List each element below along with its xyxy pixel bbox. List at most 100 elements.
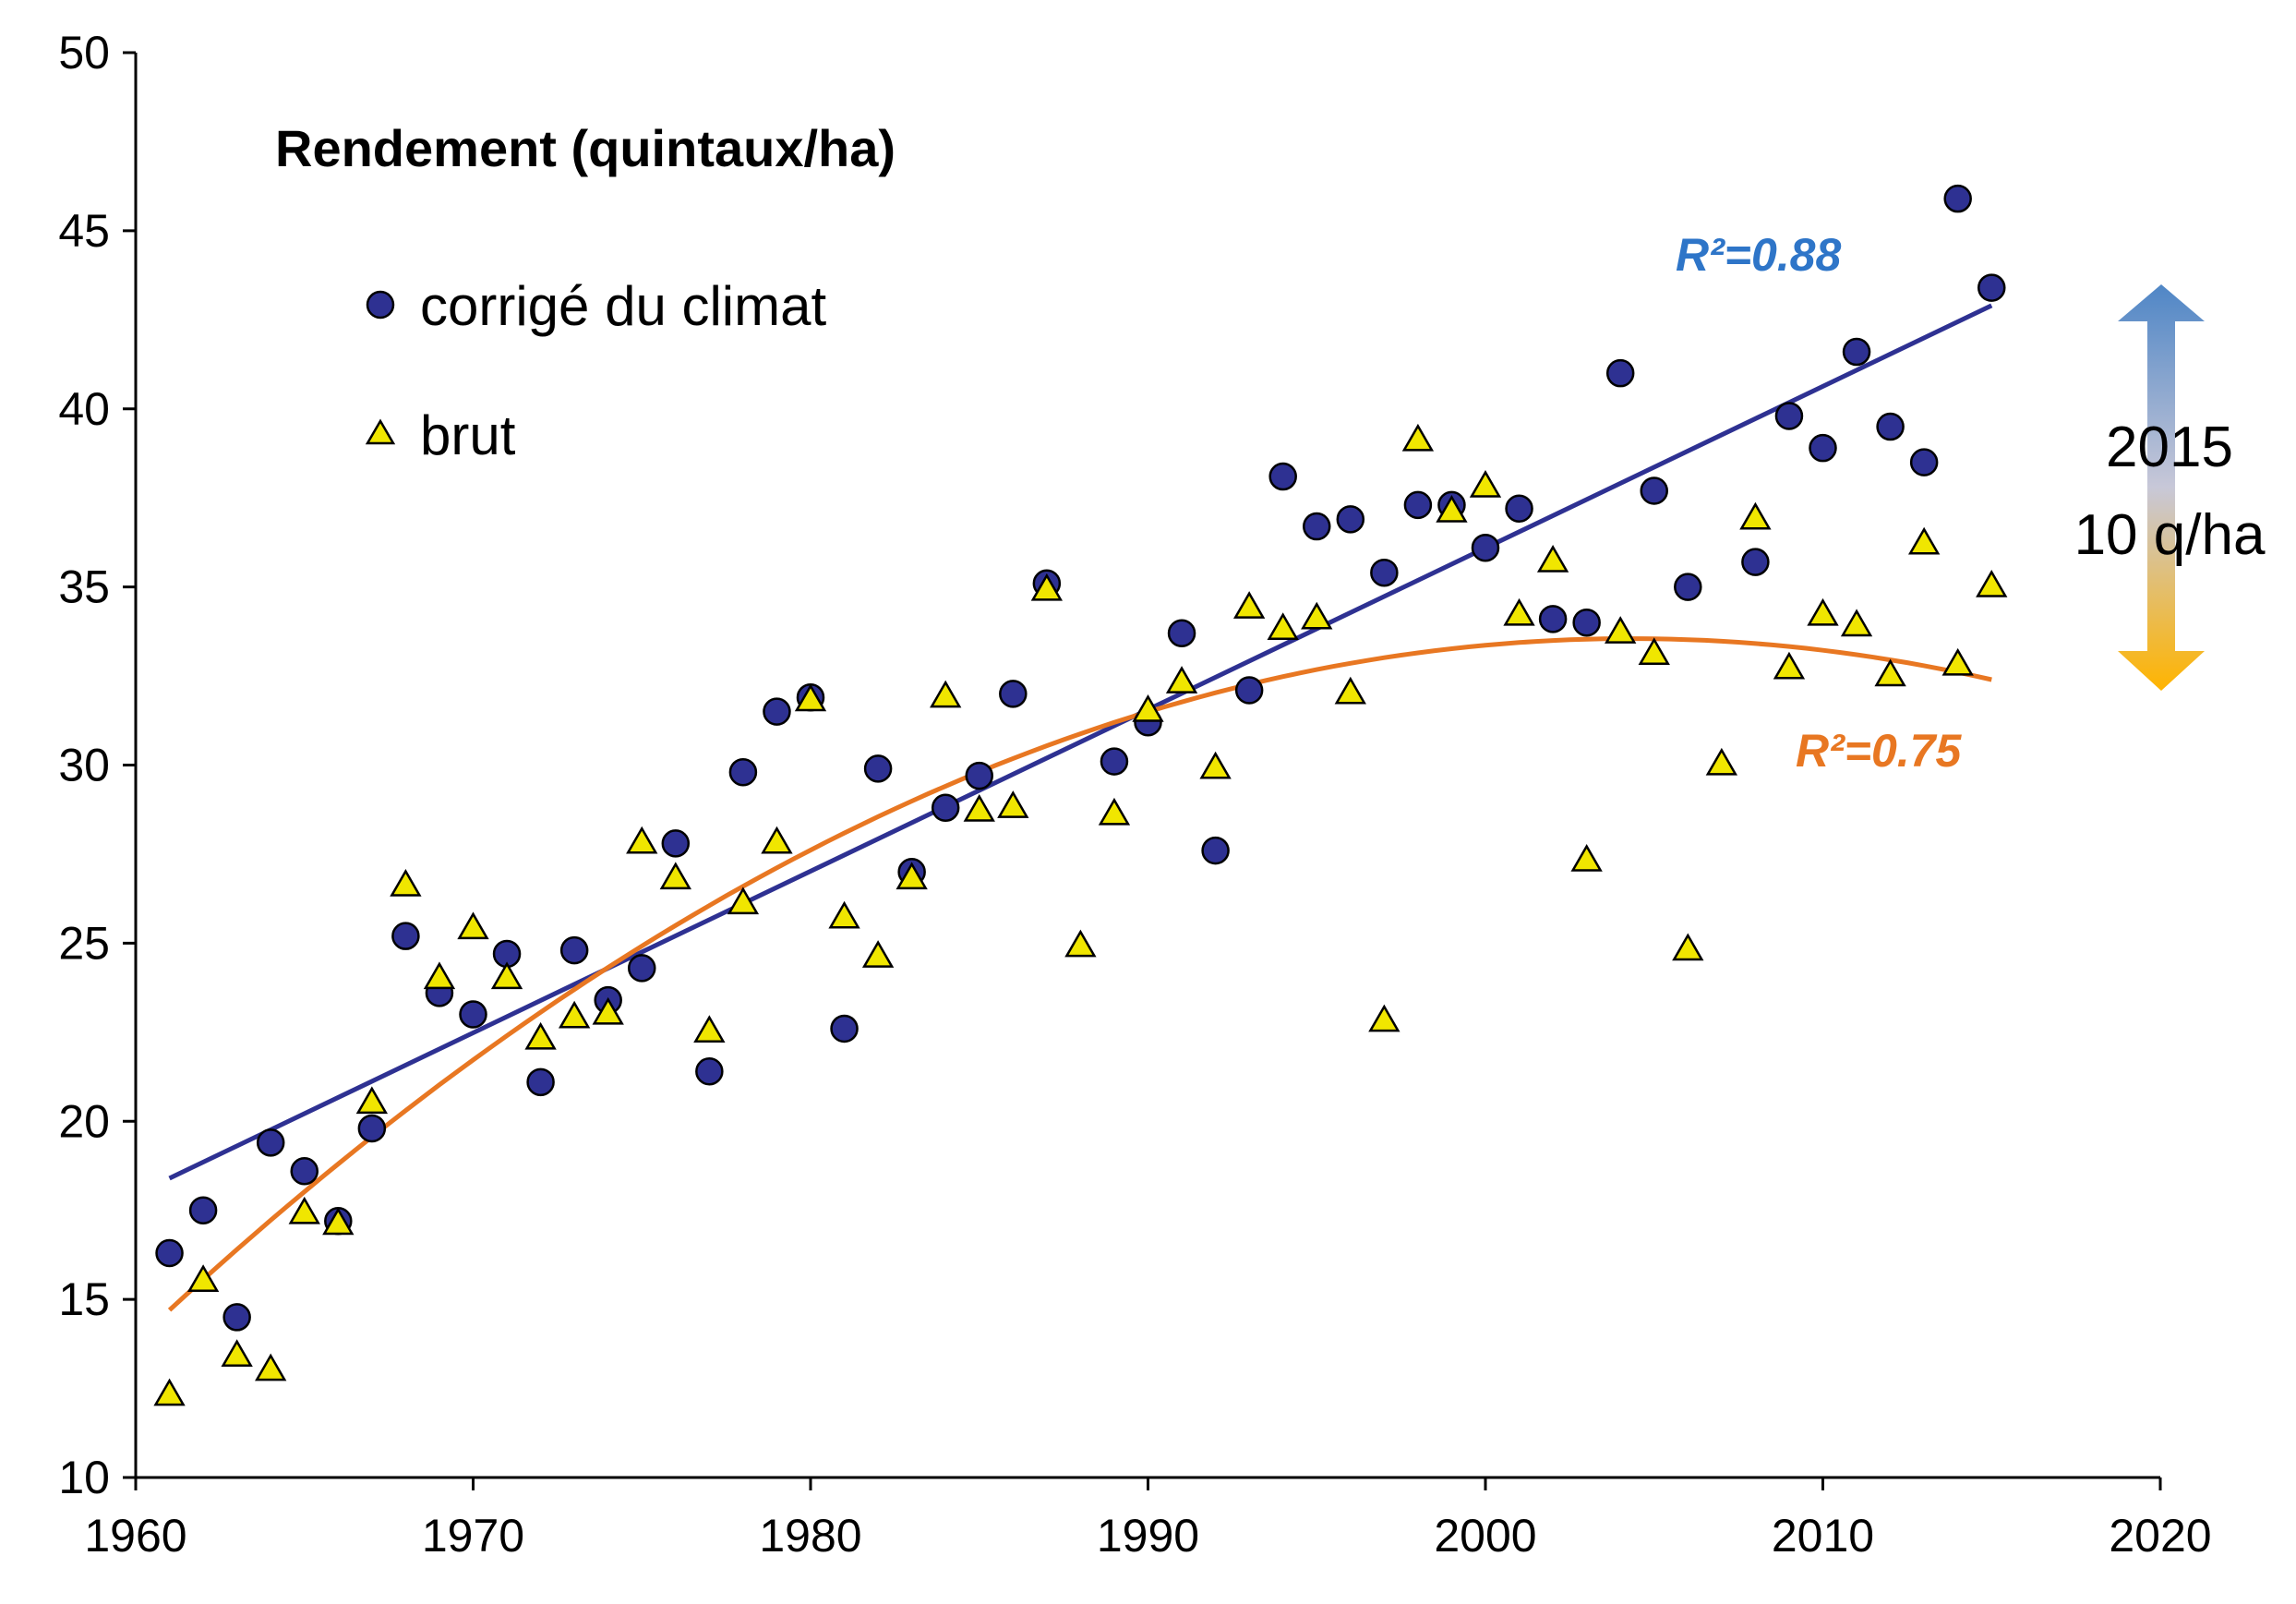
y-tick-label: 25 (58, 917, 110, 969)
corrected-yield-point (1605, 358, 1635, 388)
raw-yield-point (355, 1086, 389, 1115)
raw-yield-point (255, 1353, 287, 1381)
corrected-yield-point (661, 829, 691, 858)
corrected-yield-point (459, 1000, 487, 1029)
raw-yield-point (794, 683, 827, 712)
raw-yield-point (1165, 666, 1198, 693)
raw-yield-point (457, 911, 489, 940)
corrected-yield-point (1909, 448, 1939, 476)
x-tick-label: 1980 (759, 1510, 861, 1562)
corrected-yield-point (1977, 273, 2006, 302)
raw-yield-point (558, 1000, 591, 1029)
corrected-yield-point (1268, 462, 1297, 491)
corrected-yield-point (965, 761, 993, 790)
r2-label-quadratic: R²=0.75 (1796, 725, 1962, 777)
raw-yield-point (592, 996, 624, 1025)
raw-yield-point (1638, 637, 1670, 666)
raw-yield-point (186, 1264, 220, 1292)
x-tick-label: 1990 (1097, 1510, 1199, 1562)
legend-circle-marker (366, 290, 395, 320)
corrected-yield-point (1538, 605, 1568, 633)
series-raw-points (153, 423, 2008, 1406)
quadratic-trendline (167, 636, 1992, 1312)
legend-label-raw: brut (420, 404, 516, 466)
legend-label-corrected: corrigé du climat (420, 275, 826, 337)
raw-yield-point (930, 680, 962, 708)
raw-yield-point (1976, 570, 2008, 597)
raw-yield-point (322, 1207, 355, 1236)
y-tick-label: 45 (58, 205, 110, 257)
legend: corrigé du climat brut (365, 275, 826, 466)
raw-yield-point (1840, 609, 1873, 637)
raw-yield-point (1199, 751, 1232, 779)
corrected-yield-point (1403, 490, 1433, 520)
x-tick-label: 2010 (1772, 1510, 1874, 1562)
raw-yield-point (1098, 797, 1131, 826)
raw-yield-point (1232, 591, 1266, 619)
raw-yield-point (626, 826, 658, 854)
corrected-yield-point (1774, 402, 1804, 430)
corrected-yield-point (1809, 433, 1837, 463)
raw-yield-point (221, 1339, 253, 1367)
corrected-yield-point (256, 1128, 285, 1157)
raw-yield-point (861, 940, 895, 968)
y-tick-label: 30 (58, 740, 110, 791)
raw-yield-point (997, 790, 1029, 818)
raw-yield-point (524, 1021, 557, 1050)
y-tick-label: 50 (58, 27, 110, 78)
corrected-yield-point (830, 1014, 859, 1043)
raw-yield-point (761, 826, 793, 854)
corrected-yield-point (559, 935, 589, 965)
raw-yield-point (1536, 545, 1569, 573)
corrected-yield-point (1167, 619, 1196, 648)
y-tick-label: 35 (58, 561, 110, 613)
corrected-yield-point (728, 757, 758, 787)
linear-trendline (168, 303, 1993, 1181)
corrected-yield-point (1471, 533, 1500, 562)
raw-yield-point (1807, 597, 1839, 626)
raw-yield-point (153, 1378, 186, 1406)
corrected-yield-point (1640, 476, 1668, 505)
corrected-yield-point (999, 680, 1028, 708)
yield-gap-arrow: 2015 10 q/ha (2074, 284, 2266, 691)
corrected-yield-point (931, 793, 960, 823)
raw-yield-point (1907, 526, 1941, 555)
raw-yield-point (1705, 747, 1738, 776)
corrected-yield-point (863, 754, 893, 783)
corrected-yield-point (1842, 337, 1871, 367)
corrected-yield-point (1370, 558, 1399, 587)
chart-title: Rendement (quintaux/ha) (275, 119, 896, 177)
corrected-yield-point (155, 1238, 184, 1268)
raw-yield-point (490, 961, 523, 990)
double-arrow-icon (2118, 284, 2205, 691)
raw-yield-point (423, 961, 456, 990)
raw-yield-point (896, 862, 928, 890)
raw-yield-point (1672, 933, 1704, 961)
raw-yield-point (1368, 1004, 1400, 1032)
corrected-yield-point (290, 1157, 319, 1186)
corrected-yield-point (1572, 608, 1601, 637)
series-corrected-points (155, 184, 2006, 1332)
x-tick-label: 1970 (422, 1510, 524, 1562)
raw-yield-point (1941, 647, 1974, 676)
raw-yield-point (1739, 501, 1772, 530)
y-tick-label: 10 (58, 1452, 110, 1503)
corrected-yield-point (695, 1056, 724, 1086)
x-axis-ticks: 1960 1970 1980 1990 2000 2010 2020 (84, 1477, 2212, 1562)
corrected-yield-point (1943, 184, 1972, 213)
raw-yield-point (1503, 597, 1535, 626)
corrected-yield-point (1674, 573, 1702, 601)
x-tick-label: 2020 (2109, 1510, 2211, 1562)
corrected-yield-point (628, 954, 656, 983)
raw-yield-point (1267, 612, 1299, 641)
raw-yield-point (1605, 616, 1637, 644)
r2-label-linear: R²=0.88 (1676, 229, 1841, 281)
x-tick-label: 1960 (84, 1510, 186, 1562)
corrected-yield-point (357, 1114, 387, 1143)
raw-yield-point (963, 794, 995, 822)
raw-yield-point (727, 886, 760, 915)
raw-yield-point (1570, 844, 1603, 872)
raw-yield-point (1132, 694, 1164, 722)
arrow-label-year: 2015 (2106, 416, 2233, 479)
